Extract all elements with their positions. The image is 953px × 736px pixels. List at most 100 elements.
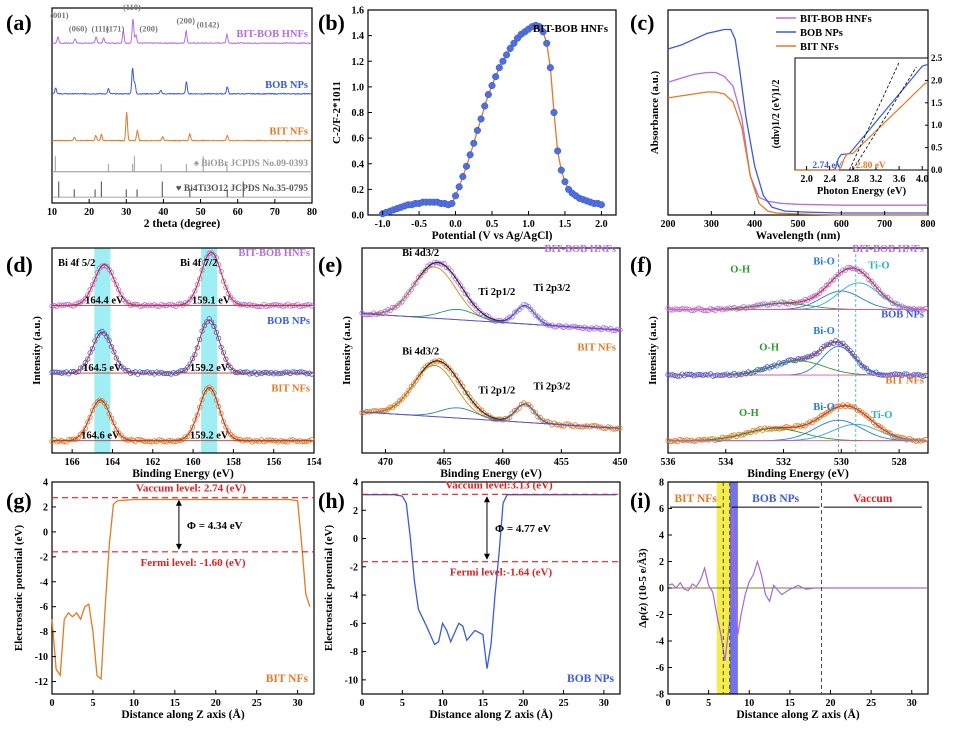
y-tick-label: 8 <box>659 478 664 489</box>
x-tick-label: 25 <box>866 698 876 709</box>
x-tick-label: 2.4 <box>823 174 836 185</box>
x-tick-label: 460 <box>495 457 510 468</box>
xps-point <box>612 426 618 432</box>
xps-point <box>166 302 172 308</box>
component-label: Ti 2p3/2 <box>534 381 571 392</box>
y-tick-label: -4 <box>40 577 48 588</box>
eg-label: 2.80 eV <box>856 161 886 171</box>
y-tick-label: 0.4 <box>352 159 365 170</box>
xps-point <box>225 428 231 434</box>
inset-bit-line <box>795 82 929 171</box>
xps-point <box>868 416 874 422</box>
x-tick-label: 0.0 <box>449 219 462 230</box>
xps-point <box>154 303 160 309</box>
xps-point <box>828 340 834 346</box>
sample-label: BIT-BOB HNFs <box>852 244 924 255</box>
xps-point <box>535 414 541 420</box>
ms-point <box>499 57 507 65</box>
y-tick-label: 2 <box>353 506 358 517</box>
xps-point <box>111 276 117 283</box>
xps-point <box>80 429 86 435</box>
xps-point <box>406 387 412 393</box>
panel-letter: (g) <box>6 488 32 513</box>
panel-h-frame <box>361 481 621 695</box>
xrd-series-line <box>51 67 312 95</box>
y-tick-label: 0.6 <box>352 134 365 145</box>
y-tick-label: -4 <box>350 591 358 602</box>
xps-point <box>521 301 527 307</box>
hkl-label: (001) <box>50 10 69 20</box>
ms-point <box>459 173 467 181</box>
xps-point <box>551 324 557 330</box>
component-label: O-H <box>730 265 750 276</box>
xps-point <box>63 301 69 308</box>
xps-point <box>175 301 181 307</box>
uv-series-line <box>667 28 928 214</box>
x-tick-label: 455 <box>554 457 569 468</box>
fermi-level-label: Fermi level:-1.64 (eV) <box>450 567 553 579</box>
xps-point <box>82 295 88 302</box>
sample-label: BIT NFs <box>271 384 310 395</box>
y-tick-label: -10 <box>345 675 358 686</box>
xps-point <box>610 328 616 334</box>
x-tick-label: -1.0 <box>375 219 391 230</box>
xps-point <box>137 437 143 443</box>
component-label: Bi-O <box>813 256 835 267</box>
xps-point <box>197 336 203 343</box>
x-tick-label: 534 <box>718 457 733 468</box>
ms-point <box>554 147 562 155</box>
y-tick-label: 1.4 <box>352 31 365 42</box>
panel-letter: (i) <box>630 488 651 513</box>
xps-point <box>830 277 837 283</box>
peak-value: 159.2 eV <box>190 431 229 442</box>
xps-point <box>418 371 424 377</box>
xps-point <box>689 308 695 314</box>
panel-d-frame <box>51 247 315 454</box>
xps-point <box>242 369 248 375</box>
x-tick-label: 470 <box>378 457 393 468</box>
ms-point <box>492 73 500 81</box>
y-axis-title: C-2/F-2*1011 <box>331 81 343 144</box>
xps-point <box>849 404 855 410</box>
xps-point <box>359 410 365 416</box>
xrd-series-label: BIT NFs <box>269 127 308 138</box>
xps-point <box>156 437 162 443</box>
y-tick-label: -8 <box>40 627 48 638</box>
y-tick-label: 4 <box>659 531 664 542</box>
inset-y-title: (αhν)1/2 (eV)1/2 <box>771 80 782 149</box>
xps-point <box>189 356 196 362</box>
xps-point <box>460 383 466 389</box>
xps-point <box>287 437 293 443</box>
charge-density-line <box>667 505 924 661</box>
xps-point <box>584 326 590 332</box>
xps-point <box>875 286 881 292</box>
xps-point <box>297 303 303 310</box>
y-tick-label: 2.5 <box>931 53 943 63</box>
xps-point <box>82 360 88 366</box>
xps-point <box>280 303 286 310</box>
ms-point <box>550 108 558 117</box>
y-tick-label: -12 <box>35 677 48 688</box>
ms-point <box>462 162 471 170</box>
xps-point <box>68 369 74 375</box>
y-axis-title: Electrostatic potential (eV) <box>323 525 335 652</box>
xps-point <box>135 436 141 443</box>
xps-point <box>118 291 124 297</box>
x-tick-label: 450 <box>613 457 628 468</box>
x-tick-label: 2.0 <box>595 219 608 230</box>
hkl-label: (111) <box>92 23 110 33</box>
x-tick-label: 528 <box>892 457 907 468</box>
xps-point <box>906 373 912 379</box>
xps-point <box>101 330 108 337</box>
xps-point <box>85 419 91 425</box>
ref-label: ♠ BiOBr JCPDS No.09-0393 <box>194 159 308 169</box>
xps-point <box>427 262 433 268</box>
inset-x-title: Photon Energy (eV) <box>817 186 907 197</box>
xps-point <box>94 270 100 276</box>
x-tick-label: 2.0 <box>800 174 813 185</box>
xps-point <box>85 356 91 362</box>
sample-label: BIT-BOB HNFs <box>238 248 310 259</box>
y-tick-label: -8 <box>350 647 358 658</box>
xps-point <box>220 418 227 425</box>
x-tick-label: 30 <box>599 698 609 709</box>
